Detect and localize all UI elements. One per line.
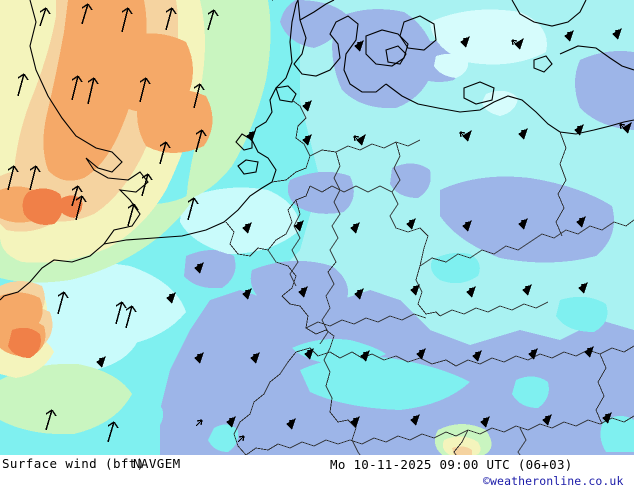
- map-canvas[interactable]: [0, 0, 634, 455]
- coast-zealand: [399, 15, 437, 51]
- coastlines-layer: [0, 0, 634, 301]
- fill-bft1-eifel: [184, 250, 236, 289]
- fill-bft8-core-3: [8, 327, 41, 358]
- fill-bft2-alp-lake-8: [600, 416, 634, 452]
- border-ch-fr: [233, 351, 297, 455]
- fill-bft8-core-2: [58, 195, 83, 218]
- border-be-fr: [225, 221, 297, 297]
- border-be-de: [267, 185, 311, 251]
- coast-ijsselmeer: [235, 133, 253, 151]
- fill-bft1-sachsen: [390, 163, 431, 198]
- coast-jutland: [299, 0, 335, 21]
- coast-wadden: [275, 85, 297, 103]
- fill-pale-ne-3: [482, 90, 518, 116]
- fill-bft1-denmark: [332, 9, 436, 109]
- border-ch-it: [245, 431, 457, 455]
- coast-lowcountries: [251, 0, 299, 183]
- border-pl-internal: [555, 131, 567, 237]
- fill-bft7-salmon-6: [137, 89, 213, 153]
- border-de-internal-2: [319, 151, 341, 345]
- coast-funen: [385, 45, 407, 65]
- fill-pale-nw: [180, 187, 300, 254]
- border-ch-de: [295, 347, 457, 367]
- forecast-timestamp: Mo 10-11-2025 09:00 UTC (06+03): [330, 457, 573, 472]
- fill-bft1-thuringia: [250, 260, 348, 312]
- border-si-hr: [517, 427, 527, 455]
- border-nl-de: [271, 99, 311, 183]
- coast-baltic-ne: [559, 45, 634, 71]
- copyright-link[interactable]: ©weatheronline.co.uk: [483, 474, 624, 488]
- surface-wind-map[interactable]: [0, 0, 634, 455]
- fill-bft2-alp-lake-5: [208, 424, 239, 452]
- coast-britain-east: [0, 0, 149, 301]
- border-de-internal-3: [389, 141, 429, 267]
- coast-german-bight: [293, 0, 387, 93]
- fill-bft2-alp-lake-3: [134, 402, 164, 431]
- fill-pale-ne-1: [430, 9, 547, 65]
- fill-bft2-alp-lake-6: [512, 376, 549, 408]
- wind-barb-group-strong: [7, 0, 274, 443]
- wind-barbs-layer: [7, 0, 632, 443]
- border-de-internal-5: [305, 313, 427, 329]
- fill-bft2-alp-lake-1: [300, 356, 470, 410]
- border-de-cz: [419, 241, 531, 267]
- border-fr-de: [323, 347, 361, 455]
- coast-ruegen: [463, 81, 495, 105]
- fill-bft2-alp-lake-2: [431, 252, 480, 284]
- coast-sweden-tip: [511, 0, 587, 27]
- legend-title: Surface wind (bft): [2, 456, 145, 471]
- border-sk-hu: [595, 353, 607, 425]
- border-de-internal-1: [309, 139, 421, 157]
- fill-bft4-green-sw: [0, 363, 132, 435]
- border-cz-at: [439, 301, 549, 317]
- border-it-adriatic: [453, 429, 469, 455]
- border-de-cz-south: [415, 265, 441, 317]
- coast-bornholm: [533, 55, 553, 73]
- coast-france-channel: [103, 181, 273, 245]
- border-cz-pl: [529, 219, 634, 243]
- fill-bft1-baltic: [575, 51, 634, 130]
- fill-bft1-hessen: [287, 171, 354, 214]
- fill-bft8-core-1: [22, 188, 63, 225]
- coast-zeeland: [237, 159, 259, 175]
- fill-bft1-nsea: [280, 0, 346, 48]
- fill-pale-ne-2: [434, 53, 469, 78]
- coast-baltic-south: [385, 83, 634, 135]
- map-footer: Surface wind (bft) NAVGEM Mo 10-11-2025 …: [0, 455, 634, 490]
- fill-bft4-green-nl: [186, 0, 271, 200]
- border-de-internal-4: [309, 185, 393, 193]
- border-de-at: [455, 345, 634, 367]
- legend-model-name: NAVGEM: [133, 456, 181, 471]
- wind-barb-heads: [96, 28, 632, 430]
- fill-bft2-alp-lake-7: [556, 296, 608, 332]
- border-de-internal-6: [289, 199, 301, 287]
